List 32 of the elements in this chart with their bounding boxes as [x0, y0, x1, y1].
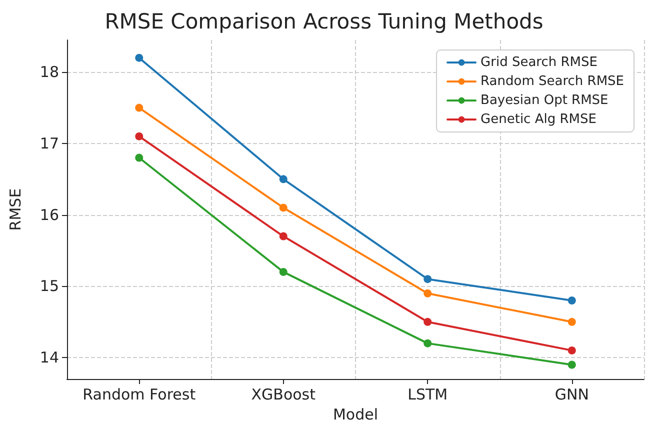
- legend-label: Grid Search RMSE: [480, 55, 598, 70]
- point: [135, 154, 144, 162]
- point: [568, 296, 576, 304]
- x-tick-label: XGBoost: [251, 386, 316, 404]
- point: [135, 54, 144, 62]
- point: [568, 346, 576, 354]
- x-tick-label: Random Forest: [82, 386, 196, 404]
- point: [424, 318, 432, 326]
- point: [568, 318, 576, 326]
- y-tick-label: 16: [40, 206, 59, 224]
- x-axis-title: Model: [332, 406, 378, 424]
- y-tick-label: 15: [40, 277, 59, 296]
- y-tick-label: 17: [40, 134, 59, 152]
- point: [568, 360, 576, 369]
- x-tick-label: GNN: [554, 386, 589, 404]
- point: [279, 204, 288, 212]
- point: [424, 339, 432, 348]
- point: [424, 275, 432, 284]
- point: [135, 104, 144, 112]
- legend-label: Bayesian Opt RMSE: [480, 93, 608, 108]
- y-tick-label: 14: [40, 348, 59, 367]
- y-tick-label: 18: [40, 63, 59, 82]
- point: [279, 232, 288, 240]
- y-axis-title: RMSE: [6, 188, 24, 231]
- point: [279, 175, 288, 184]
- x-tick-label: LSTM: [408, 386, 448, 404]
- point: [135, 132, 144, 140]
- point: [424, 289, 432, 298]
- legend-label: Random Search RMSE: [480, 74, 624, 89]
- point: [279, 268, 288, 276]
- legend-label: Genetic Alg RMSE: [480, 112, 596, 127]
- chart-title: RMSE Comparison Across Tuning Methods: [104, 10, 544, 34]
